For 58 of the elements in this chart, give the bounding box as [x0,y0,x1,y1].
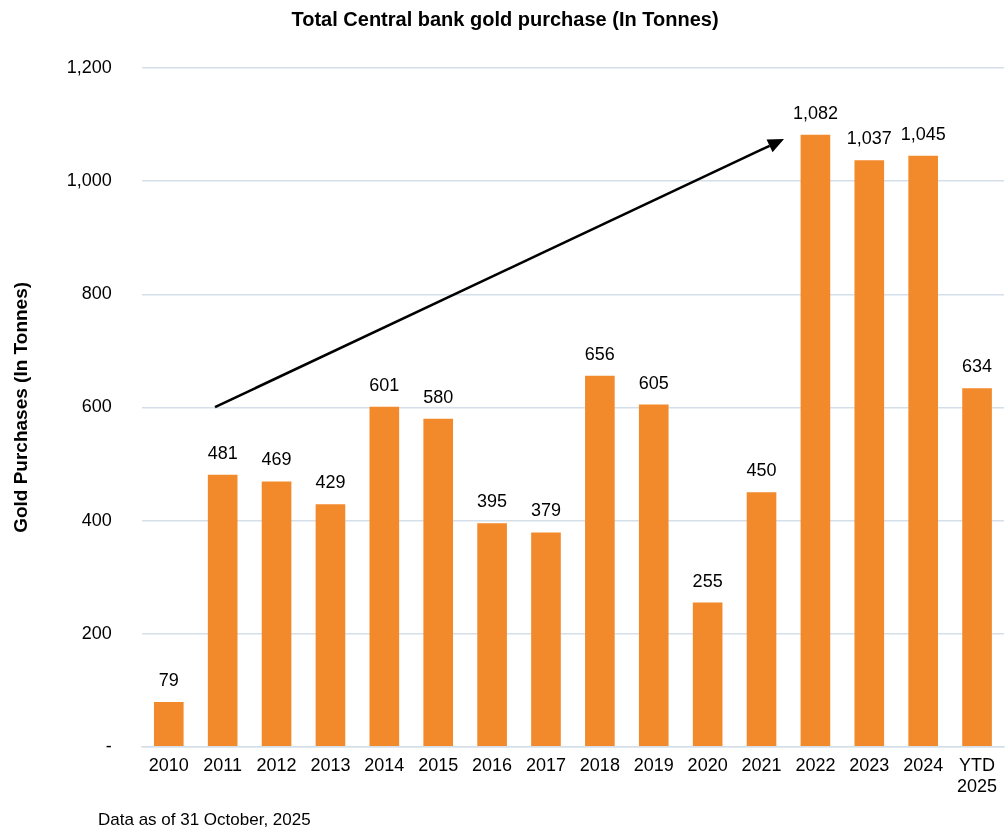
y-tick-label: 600 [81,396,112,417]
x-tick-label: 2013 [310,754,351,775]
data-label: 395 [477,491,508,512]
data-label: 580 [423,386,454,407]
x-tick-label: 2015 [418,754,459,775]
data-label: 255 [692,570,723,591]
x-tick-label: 2012 [256,754,297,775]
data-label: 656 [584,343,615,364]
data-label: 1,037 [846,128,892,149]
y-tick-label: 800 [81,283,112,304]
bar [477,523,507,747]
data-label: 601 [369,374,400,395]
x-tick-label: 2020 [687,754,728,775]
bar [692,602,723,747]
bar [746,492,777,747]
x-tick-label: YTD 2025 [957,754,998,797]
data-label: 429 [315,472,346,493]
bar [261,481,292,747]
bar [369,406,400,747]
data-label: 79 [158,670,179,691]
x-tick-label: 2018 [579,754,620,775]
x-tick-label: 2017 [525,754,566,775]
y-tick-label: 200 [81,622,112,643]
x-tick-label: 2010 [148,754,189,775]
y-tick-label: 1,200 [66,56,112,77]
x-tick-label: 2024 [903,754,944,775]
y-tick-label: 400 [81,509,112,530]
bar [908,155,938,747]
x-tick-label: 2014 [364,754,405,775]
bar [153,702,184,747]
bar [854,160,885,747]
x-tick-label: 2011 [203,754,243,775]
bar [585,375,615,747]
x-tick-label: 2021 [741,754,782,775]
bar [531,532,561,747]
text: Data as of 31 October, 2025 [98,810,311,830]
y-tick-label: - [105,735,112,756]
data-label: 1,082 [792,102,838,123]
data-label: 450 [746,460,777,481]
data-label: 1,045 [900,123,946,144]
bar [638,404,669,747]
bar [315,504,346,747]
x-tick-label: 2023 [849,754,890,775]
x-tick-label: 2022 [795,754,836,775]
chart-title: Total Central bank gold purchase (In Tonnes) [291,7,719,30]
data-label: 469 [261,449,292,470]
y-tick-label: 1,000 [66,170,112,191]
x-tick-label: 2019 [633,754,674,775]
data-label: 605 [638,372,669,393]
bar [962,388,992,747]
bar [207,474,238,747]
bar [423,418,454,747]
data-label: 379 [530,500,561,521]
y-axis-title: Gold Purchases (In Tonnes) [9,281,31,533]
data-label: 481 [207,442,238,463]
x-tick-label: 2016 [472,754,513,775]
data-label: 634 [962,356,993,377]
bar [800,134,831,747]
